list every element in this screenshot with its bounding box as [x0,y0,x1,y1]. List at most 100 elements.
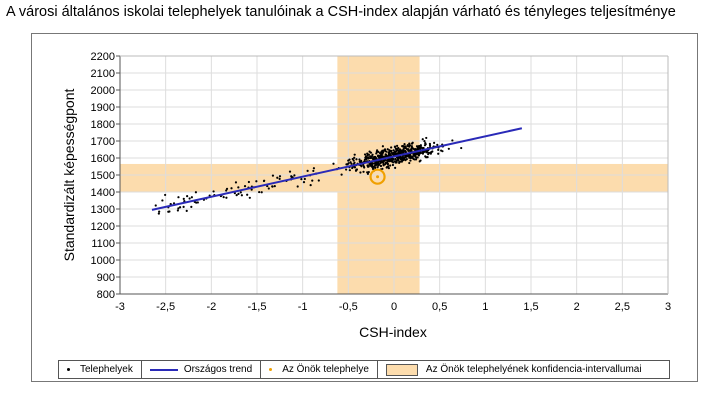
data-point [377,150,380,153]
data-point [376,166,379,169]
data-point [293,174,296,177]
data-point [347,159,350,162]
data-point [381,160,384,164]
x-tick-label: 2 [574,301,580,313]
data-point [278,177,281,180]
data-point [427,151,430,155]
data-point [383,159,387,162]
data-point [405,155,408,158]
data-point [359,171,362,174]
data-point [360,165,363,168]
data-point [375,152,378,155]
data-point [428,142,431,145]
data-point [158,210,161,213]
data-point [367,170,370,174]
data-point [182,197,185,200]
data-point [186,195,189,198]
data-point [417,154,421,157]
data-point [408,161,411,165]
data-point [394,161,397,164]
data-point [407,149,410,152]
data-point [398,148,402,151]
data-point [250,188,253,191]
x-tick-label: 0,5 [432,301,447,313]
data-point [409,156,412,160]
data-point [429,152,432,155]
data-point [271,185,274,188]
data-point [348,169,351,172]
own-site-ring [369,168,386,185]
data-point [460,146,463,150]
data-point [376,161,380,164]
data-point [188,197,191,200]
legend-label-ci: Az Önök telephelyének konfidencia-interv… [425,364,642,375]
data-point [302,181,306,184]
data-point [317,179,320,182]
data-point [411,155,414,159]
data-point [288,170,292,173]
data-point [366,164,369,167]
data-point [178,206,182,209]
chart-frame [31,33,698,382]
x-tick-label: 2,5 [615,301,630,313]
data-point [355,158,358,161]
data-point [398,151,401,155]
data-point [389,154,393,157]
data-point [248,196,251,199]
data-point [424,142,427,145]
data-point [399,158,403,161]
line-swatch-icon [149,368,178,371]
data-point [309,184,312,187]
data-point [353,153,356,156]
data-point [387,167,390,170]
trend-line-path [151,127,523,211]
data-point [234,181,238,184]
data-point [367,157,370,160]
data-point [369,155,372,158]
data-point [392,151,395,155]
data-point [436,143,439,147]
data-point [362,170,365,173]
data-point [408,145,411,148]
data-point [402,158,405,161]
data-point [421,138,424,141]
data-point [350,162,353,165]
data-point [255,180,258,183]
y-tick-label: 1300 [91,204,115,216]
own-swatch-icon [269,368,273,371]
data-point [383,148,387,151]
legend: Telephelyek Országos trend Az Önök telep… [58,360,670,379]
data-point [377,155,380,158]
data-point [388,160,391,163]
data-point [395,147,398,150]
data-point [378,152,382,155]
data-point [380,152,384,155]
data-point [398,161,401,164]
data-point [381,149,384,152]
data-point [410,142,414,145]
data-point [161,199,164,202]
data-point [263,179,266,182]
y-tick-label: 2000 [91,85,115,97]
data-point [358,158,361,161]
data-point [396,144,399,148]
data-point [385,154,388,157]
data-point [404,159,407,162]
data-point [409,159,412,162]
data-point [271,174,275,177]
data-point [392,161,395,164]
data-point [260,191,263,194]
data-point [403,142,406,146]
y-tick-label: 1900 [91,102,115,114]
data-point [419,159,422,162]
data-point [390,151,394,155]
y-tick-label: 1800 [91,119,115,131]
data-point [332,162,335,165]
data-point [237,186,240,189]
data-point [366,152,369,155]
data-point [394,157,397,161]
data-point [385,161,388,165]
data-point [347,162,350,165]
data-point [276,176,279,179]
